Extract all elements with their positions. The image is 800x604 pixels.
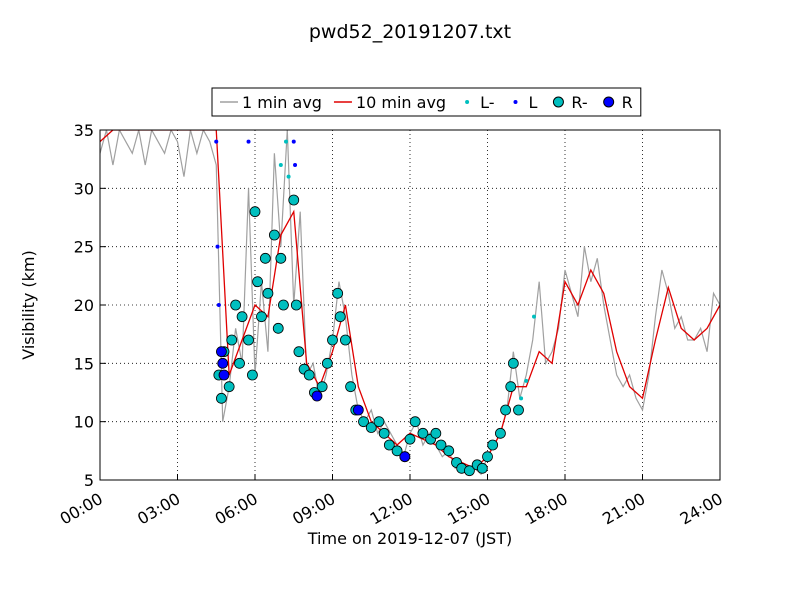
circle-marker [223,381,235,393]
circle-marker [275,252,287,264]
circle-marker [495,427,506,439]
circle-marker [327,334,338,346]
circle-marker [487,439,499,451]
circle-marker [293,346,305,358]
legend-label: L [529,93,538,112]
circle-marker [340,334,351,346]
circle-marker [256,311,267,323]
legend-swatch [513,100,518,104]
circle-marker [216,346,227,358]
dot-marker [214,139,219,144]
circle-marker [311,390,323,402]
y-tick-label: 10 [74,413,94,432]
circle-marker [217,357,229,369]
circle-marker [236,311,248,323]
x-axis-label: Time on 2019-12-07 (JST) [307,529,512,548]
y-tick-label: 30 [74,179,94,198]
y-tick-label: 5 [84,471,94,490]
circle-marker [278,299,289,311]
circle-marker [216,392,227,404]
circle-marker [268,229,280,241]
legend-label: R- [571,93,587,112]
dot-marker [246,139,251,144]
dot-marker [293,163,298,167]
legend-frame [211,87,642,117]
dot-marker [216,303,221,307]
circle-marker [443,445,455,457]
legend-label: L- [480,93,494,112]
legend-label: R [622,93,633,112]
circle-marker [303,369,315,381]
legend: 1 min avg 10 min avg L- L R- R [211,87,642,117]
y-tick-label: 25 [74,238,94,257]
y-axis-label: Visibility (km) [19,250,38,359]
dot-marker [524,378,529,383]
dot-marker [519,396,524,401]
dot-marker [286,174,291,179]
dot-marker [278,163,283,167]
circle-marker [358,416,369,428]
series-line [100,130,720,470]
circle-marker [476,462,488,474]
y-tick-label: 35 [74,121,94,140]
circle-marker [373,416,385,428]
dot-marker [284,139,288,144]
circle-marker [259,252,271,264]
dot-marker [532,314,536,319]
circle-marker [365,422,377,433]
legend-label: 10 min avg [356,93,446,112]
y-tick-label: 15 [74,354,94,373]
circle-marker [507,357,519,369]
circle-marker [409,416,421,428]
circle-marker [332,287,344,299]
circle-marker [378,427,390,439]
circle-marker [252,276,263,288]
circle-marker [316,381,328,393]
circle-marker [243,334,254,346]
dot-marker [291,139,296,144]
legend-label: 1 min avg [242,93,322,112]
dot-marker [215,244,220,249]
legend-swatch [603,96,615,108]
circle-marker [482,451,493,463]
circle-marker [288,194,300,206]
plot-area [100,130,720,477]
circle-marker [272,322,284,334]
circle-marker [500,404,511,416]
circle-marker [417,427,429,439]
circle-marker [352,404,364,416]
circle-marker [321,357,333,369]
circle-marker [247,369,258,381]
circle-marker [464,465,475,477]
circle-marker [404,433,416,445]
circle-marker [218,369,230,381]
circle-marker [290,299,302,311]
circle-marker [513,404,524,416]
circle-marker [435,439,447,451]
circle-marker [383,439,395,451]
circle-marker [249,206,261,218]
chart-title: pwd52_20191207.txt [309,21,511,43]
circle-marker [230,299,242,311]
y-tick-label: 20 [74,296,94,315]
circle-marker [226,334,238,346]
circle-marker [399,451,411,463]
circle-marker [262,287,274,299]
circle-marker [391,445,403,457]
circle-marker [505,381,517,393]
circle-marker [430,427,442,439]
legend-swatch [552,96,564,108]
circle-marker [345,381,356,393]
circle-marker [334,311,346,323]
legend-swatch [465,100,470,104]
circle-marker [234,357,245,369]
